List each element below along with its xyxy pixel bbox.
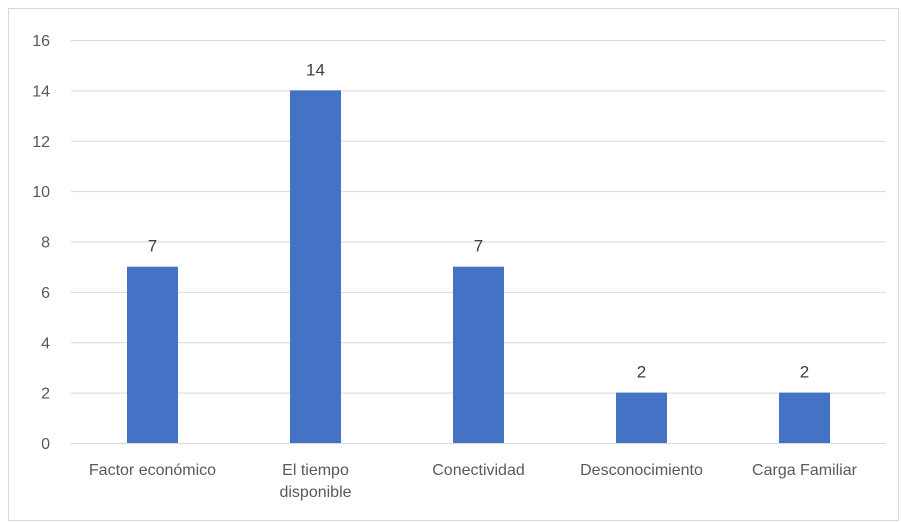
y-tick-label: 12: [32, 134, 50, 151]
bar: [779, 392, 830, 443]
y-tick-label: 0: [41, 436, 50, 453]
y-tick-label: 2: [41, 386, 50, 403]
gridlines: [71, 40, 886, 444]
y-axis-tick-labels: 0 2 4 6 8 10 12 14 16: [32, 33, 50, 453]
data-labels: 7 14 7 2 2: [148, 60, 809, 381]
bar: [453, 266, 504, 443]
y-tick-label: 14: [32, 83, 50, 100]
x-category-label: Factor económico: [89, 462, 216, 479]
y-tick-label: 4: [41, 335, 50, 352]
bar: [127, 266, 178, 443]
y-tick-label: 6: [41, 285, 50, 302]
x-category-label: El tiempo disponible: [279, 462, 351, 501]
bars: [127, 90, 830, 443]
data-label: 7: [148, 237, 157, 256]
bar: [290, 90, 341, 443]
bar-chart: 0 2 4 6 8 10 12 14 16 7 14 7 2 2 Factor económico El …: [32, 33, 886, 501]
y-tick-label: 10: [32, 184, 50, 201]
data-label: 2: [637, 363, 646, 382]
y-tick-label: 8: [41, 235, 50, 252]
chart-frame: 0 2 4 6 8 10 12 14 16 7 14 7 2 2 Factor económico El …: [8, 8, 899, 521]
x-category-label: Desconocimiento: [580, 462, 703, 479]
data-label: 2: [800, 363, 809, 382]
x-category-label: Conectividad: [432, 462, 525, 479]
bar: [616, 392, 667, 443]
y-tick-label: 16: [32, 33, 50, 50]
data-label: 7: [474, 237, 483, 256]
data-label: 14: [306, 60, 325, 79]
x-category-label: Carga Familiar: [752, 462, 858, 479]
x-axis-category-labels: Factor económico El tiempo disponible Conec…: [89, 462, 858, 501]
